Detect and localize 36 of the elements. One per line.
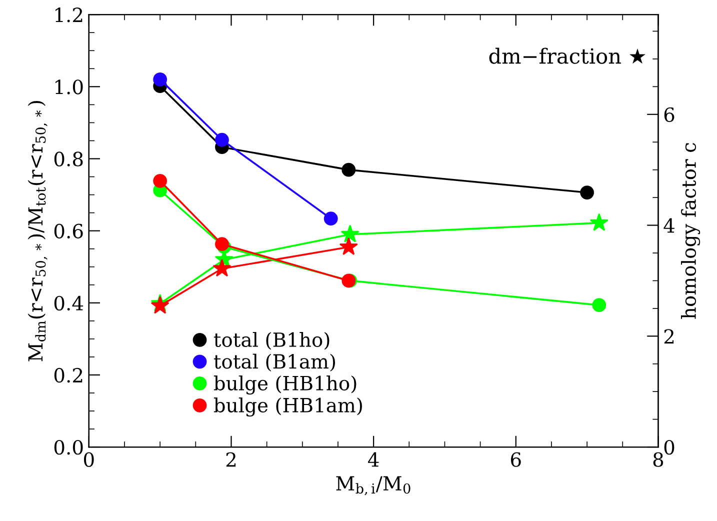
point <box>592 298 606 312</box>
y-tick-label: 0.0 <box>54 440 83 455</box>
point <box>342 162 356 177</box>
x-tick-label: 6 <box>510 452 521 467</box>
legend-label: bulge (HB1am) <box>214 397 362 417</box>
x-tick-label: 4 <box>368 452 379 467</box>
x-tick-label: 2 <box>226 452 236 467</box>
point <box>212 258 232 277</box>
y-tick-label: 0.2 <box>54 368 82 383</box>
point <box>339 237 358 256</box>
point <box>340 224 360 242</box>
y-tick-label: 0.4 <box>54 296 84 311</box>
y-tick-label: 0.8 <box>54 152 83 166</box>
legend-label: total (B1am) <box>214 354 336 372</box>
point <box>215 237 229 252</box>
y2-tick-label: 0 <box>664 440 674 455</box>
x-tick-label: 8 <box>653 452 664 467</box>
text: M$_{dm}$(r<r$_{50,*}$)/M$_{tot}$(r<r$_{50,*}$) <box>28 101 48 362</box>
point <box>153 174 168 188</box>
point <box>580 186 594 200</box>
y-tick-label: 0.6 <box>54 224 83 238</box>
x-tick-label: 0 <box>84 452 94 467</box>
legend-label: total (B1ho) <box>214 332 330 350</box>
y2-tick-label: 6 <box>664 107 674 122</box>
y2-tick-label: 4 <box>664 218 674 233</box>
y-tick-label: 1.2 <box>55 8 82 22</box>
y2-axis-title: homology factor c <box>680 142 700 319</box>
annotation: dm−fraction ★ <box>489 48 646 64</box>
x-axis-title: M$_{b,i}$/M$_{0}$ <box>336 476 410 496</box>
y2-tick-label: 2 <box>664 329 674 344</box>
point <box>590 213 608 231</box>
point <box>324 212 338 226</box>
legend-label: bulge (HB1ho) <box>214 375 356 395</box>
point <box>153 72 168 86</box>
point <box>215 132 229 147</box>
y-tick-label: 1.0 <box>55 80 83 94</box>
